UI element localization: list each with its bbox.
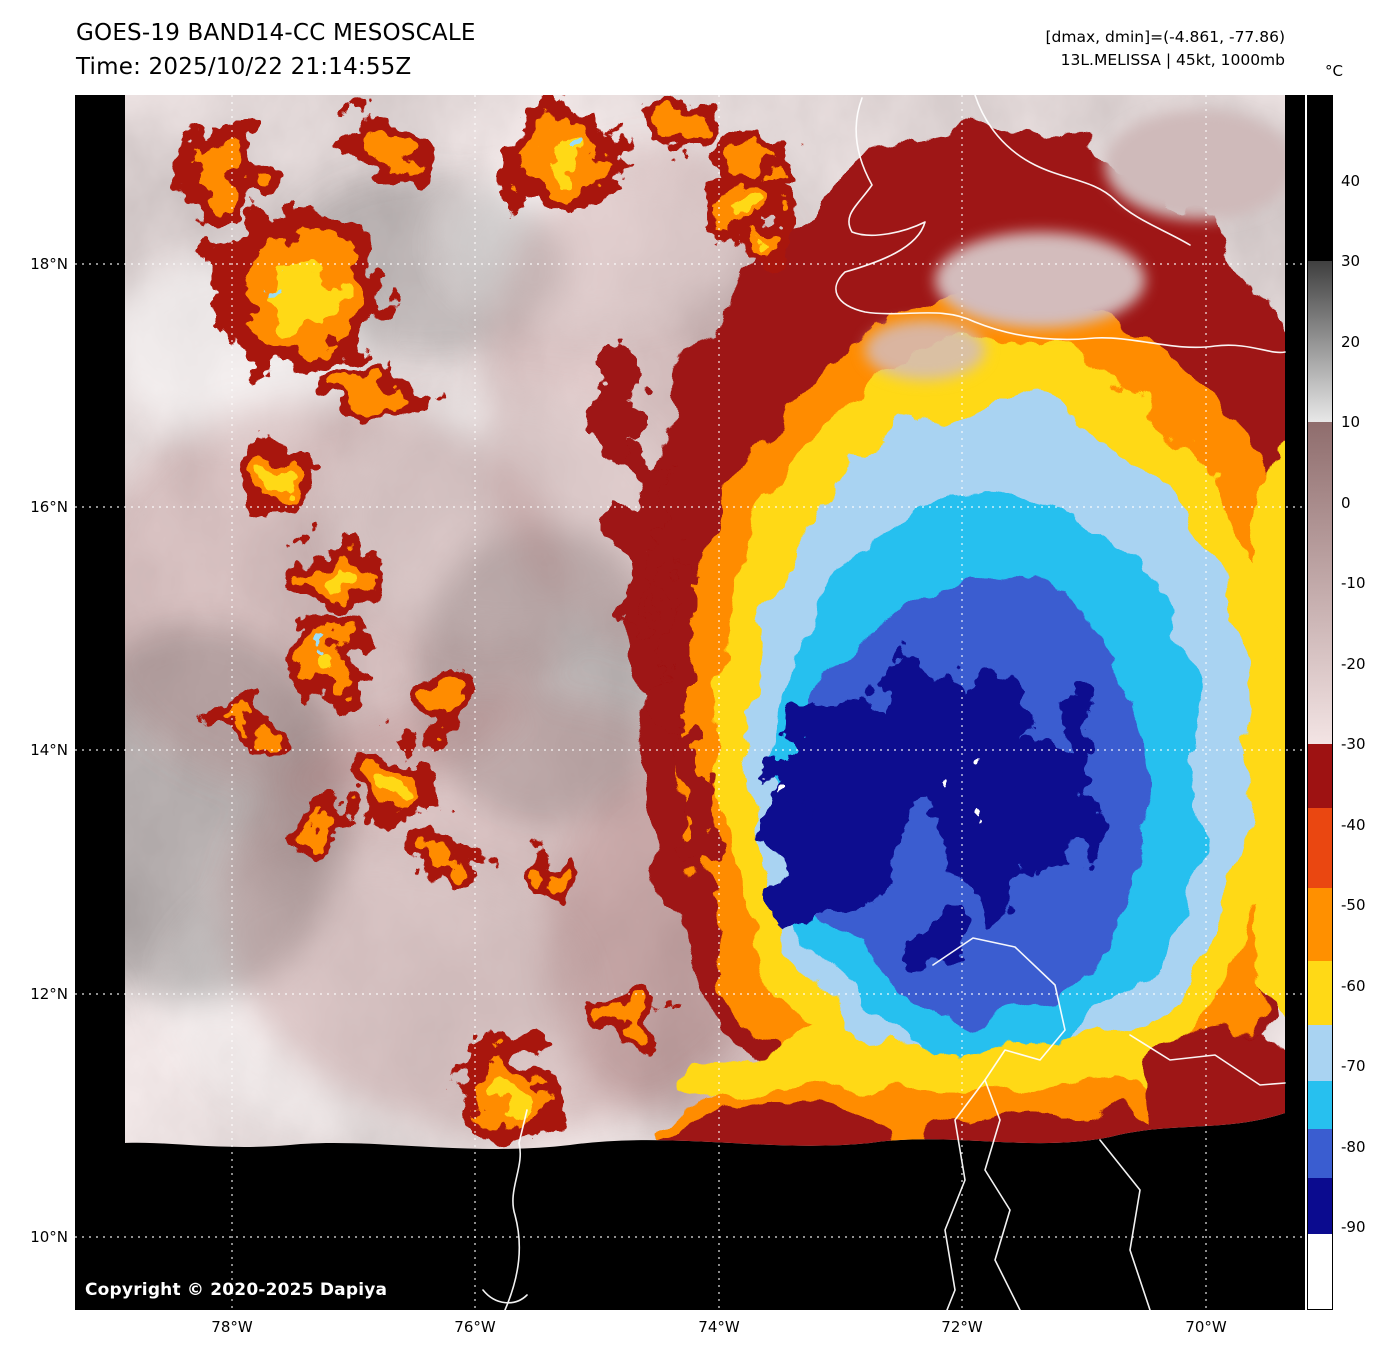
colorbar-tick-label: -20 xyxy=(1341,654,1366,673)
timestamp: Time: 2025/10/22 21:14:55Z xyxy=(76,54,412,80)
colorbar-segment xyxy=(1308,808,1332,889)
lon-label-76w: 76°W xyxy=(454,1318,496,1336)
dmax-dmin-readout: [dmax, dmin]=(-4.861, -77.86) xyxy=(1045,28,1286,46)
colorbar-segment xyxy=(1308,743,1332,808)
colorbar-tick-label: -70 xyxy=(1341,1057,1366,1076)
convection-cells xyxy=(181,95,799,1143)
colorbar-segment xyxy=(1308,1233,1332,1309)
colorbar-tick-label: 20 xyxy=(1341,332,1361,351)
coastline-venezuela-east xyxy=(1129,1034,1286,1086)
colorbar-tick-label: -40 xyxy=(1341,815,1366,834)
colorbar-tick-label: -10 xyxy=(1341,574,1366,593)
colorbar-tick-label: -60 xyxy=(1341,976,1366,995)
lat-label-12n: 12°N xyxy=(30,985,68,1003)
colorbar-tick-label: 30 xyxy=(1341,252,1361,271)
colorbar-ticks: 40 30 20 10 0 -10 -20 -30 -40 -50 -60 -70 -80 -90 xyxy=(1341,95,1389,1310)
colorbar-segment xyxy=(1308,960,1332,1026)
coastline-venezuela-south xyxy=(1099,1139,1151,1310)
gridlines xyxy=(75,95,1305,1310)
coastline-hispaniola-north xyxy=(974,95,1191,246)
lon-label-78w: 78°W xyxy=(211,1318,253,1336)
coastline-maracaibo xyxy=(944,1079,986,1310)
colorbar-segment xyxy=(1308,422,1332,744)
colorbar-tick-label: -80 xyxy=(1341,1137,1366,1156)
colorbar-segment xyxy=(1308,1025,1332,1081)
lon-label-74w: 74°W xyxy=(698,1318,740,1336)
colorbar-gradient xyxy=(1307,95,1333,1310)
colorbar-unit-label: °C xyxy=(1325,62,1343,80)
title-block: GOES-19 BAND14-CC MESOSCALE Time: 2025/1… xyxy=(76,16,476,84)
coastline-hispaniola-south xyxy=(835,97,1286,354)
colorbar-segment xyxy=(1308,1177,1332,1234)
coastlines xyxy=(482,95,1286,1310)
colorbar-tick-label: -50 xyxy=(1341,896,1366,915)
lat-label-10n: 10°N xyxy=(30,1228,68,1246)
lon-label-72w: 72°W xyxy=(941,1318,983,1336)
colorbar-tick-label: -90 xyxy=(1341,1217,1366,1236)
colorbar-segment xyxy=(1308,888,1332,961)
colorbar-tick-label: -30 xyxy=(1341,735,1366,754)
hurricane-core xyxy=(759,655,1099,960)
lat-label-16n: 16°N xyxy=(30,498,68,516)
colorbar-segment xyxy=(1308,96,1332,261)
lat-label-18n: 18°N xyxy=(30,255,68,273)
warm-gaps xyxy=(865,110,1285,380)
lat-label-14n: 14°N xyxy=(30,741,68,759)
colorbar-segment xyxy=(1308,1129,1332,1178)
colorbar-tick-label: 40 xyxy=(1341,172,1361,190)
satellite-plot: Copyright © 2020-2025 Dapiya xyxy=(75,95,1305,1310)
coastline-colombia-hook xyxy=(482,1289,528,1304)
colorbar-segment xyxy=(1308,1080,1332,1130)
colorbar-segment xyxy=(1308,260,1332,423)
header-annotations: [dmax, dmin]=(-4.861, -77.86) 13L.MELISS… xyxy=(1046,26,1286,72)
colorbar-tick-label: 10 xyxy=(1341,413,1361,432)
storm-info: 13L.MELISSA | 45kt, 1000mb xyxy=(1060,51,1285,69)
coastline-guajira xyxy=(932,937,1066,1310)
satellite-image xyxy=(75,95,1305,1310)
colorbar-tick-label: 0 xyxy=(1341,493,1351,512)
imagery-sector xyxy=(125,95,1285,1149)
copyright-watermark: Copyright © 2020-2025 Dapiya xyxy=(85,1280,388,1300)
coastline-colombia xyxy=(504,1109,528,1310)
product-title: GOES-19 BAND14-CC MESOSCALE xyxy=(76,20,476,46)
lon-label-70w: 70°W xyxy=(1185,1318,1227,1336)
